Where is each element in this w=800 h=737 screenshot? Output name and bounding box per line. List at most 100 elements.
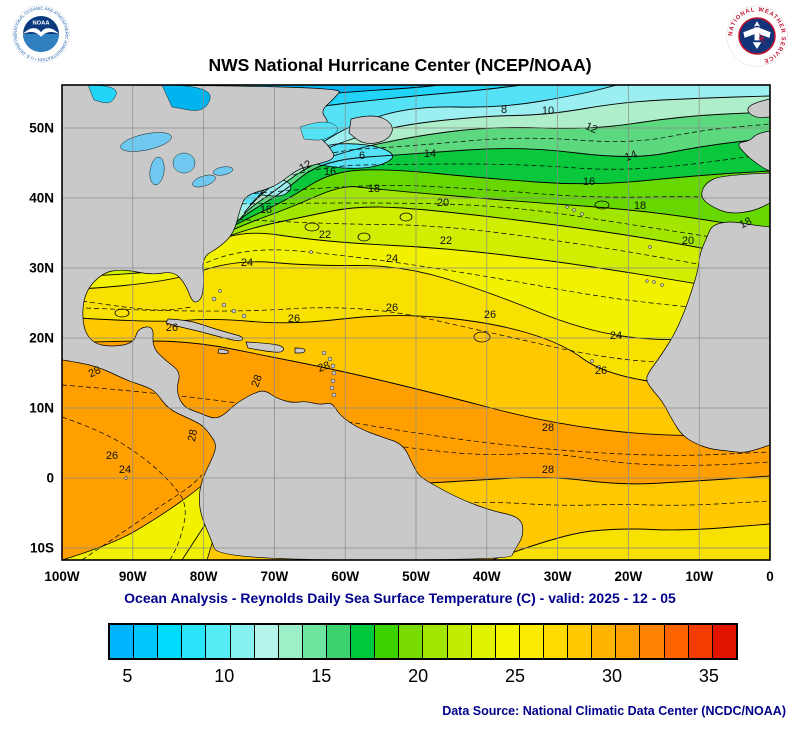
great-lake [149, 156, 165, 186]
contour-label: 24 [610, 330, 622, 342]
contour-value-labels: 6 8 10 12 12 14 14 16 16 18 18 18 18 20 20 22 22 24 24 24 24… [87, 104, 754, 476]
contour-label: 28 [186, 428, 200, 442]
colorbar-cell [640, 625, 665, 658]
contour-label: 22 [319, 229, 331, 241]
colorbar-tick-labels: 5 10 15 20 25 30 35 [108, 666, 738, 688]
colorbar-cell [230, 625, 255, 658]
plot-area: 50N 40N 30N 20N 10N 0 10S 100W 90W 80W 70W 60W 50W 40… [29, 84, 774, 584]
island [652, 280, 656, 284]
contour-label: 20 [437, 197, 449, 209]
contour-label: 28 [87, 364, 103, 380]
island [580, 212, 584, 216]
contour-label: 24 [241, 257, 253, 269]
lon-tick-label: 50W [402, 569, 430, 584]
colorbar-tick-label: 15 [311, 666, 332, 686]
island [330, 363, 336, 369]
island [329, 385, 335, 391]
contour-label: 16 [583, 176, 595, 188]
contour-label: 10 [542, 105, 554, 117]
contour-label: 14 [623, 148, 639, 163]
island [660, 283, 664, 287]
noaa-emblem-sea [23, 34, 59, 52]
contour-label: 18 [260, 204, 272, 216]
contour-label: 28 [249, 373, 264, 389]
landmass-iberia [701, 172, 770, 214]
island [330, 378, 336, 384]
contour-label: 28 [542, 422, 554, 434]
colorbar-tick-label: 35 [698, 666, 719, 686]
island [597, 365, 601, 369]
contour-label: 22 [440, 235, 452, 247]
map-caption: Ocean Analysis - Reynolds Daily Sea Surf… [124, 590, 676, 606]
nws-lightning-icon [758, 32, 767, 46]
contour-label: 26 [288, 313, 300, 325]
lat-tick-label: 30N [29, 261, 54, 276]
contour-label: 26 [166, 322, 178, 334]
lat-lon-grid [62, 85, 770, 560]
landmass-england [747, 98, 770, 118]
great-lake [172, 152, 196, 174]
colorbar-cell [568, 625, 593, 658]
contour-label: 26 [595, 365, 607, 377]
island [211, 296, 217, 302]
contour-label: 18 [368, 183, 380, 195]
contour-label: 24 [386, 253, 398, 265]
inland-water [299, 121, 338, 141]
colorbar-cell [543, 625, 569, 658]
colorbar-tick-label: 20 [408, 666, 429, 686]
lon-tick-label: 100W [44, 569, 80, 584]
colorbar-cell [471, 625, 496, 658]
lon-tick-label: 40W [473, 569, 501, 584]
nws-logo-icon: NATIONAL WEATHER SERVICE [726, 5, 788, 67]
contour-label: 18 [634, 200, 646, 212]
sst-analysis-map: 50N 40N 30N 20N 10N 0 10S 100W 90W 80W 70W 60W 50W 40… [29, 84, 774, 584]
colorbar-cell [616, 625, 641, 658]
contour-label: 8 [501, 104, 507, 116]
data-source-credit: Data Source: National Climatic Data Cent… [442, 704, 786, 718]
noaa-seagull-icon [23, 28, 59, 37]
land-masses [62, 85, 770, 560]
lat-tick-label: 40N [29, 191, 54, 206]
colorbar-tick-label: 25 [505, 666, 526, 686]
landmass-france [738, 130, 770, 172]
nws-bird-left-wing [743, 27, 755, 38]
colorbar-cell [182, 625, 207, 658]
lon-tick-label: 30W [544, 569, 572, 584]
nws-logo: NATIONAL WEATHER SERVICE [726, 5, 788, 72]
colorbar-tick-label: 5 [122, 666, 133, 686]
colorbar-cell [375, 625, 400, 658]
great-lake [120, 132, 172, 152]
colorbar-cell [688, 625, 713, 658]
island [231, 308, 237, 314]
colorbar-cell [134, 625, 159, 658]
lat-tick-label: 10N [29, 401, 54, 416]
colorbar-cell [592, 625, 617, 658]
inland-water [87, 85, 117, 104]
colorbar-cell [278, 625, 303, 658]
nws-bird-head [753, 21, 761, 27]
lon-tick-label: 90W [119, 569, 147, 584]
colorbar-tick-label: 30 [601, 666, 623, 686]
colorbar-cell [206, 625, 231, 658]
contour-label: 14 [424, 148, 436, 160]
colorbar-cell [351, 625, 376, 658]
colorbar-cell [158, 625, 183, 658]
nws-bird-right-wing [759, 27, 771, 38]
island [565, 205, 569, 209]
colorbar-cell [712, 625, 736, 658]
colorbar-cell [519, 625, 544, 658]
contour-label: 6 [359, 150, 365, 162]
landmass-nfld [348, 115, 393, 144]
colorbar-cell [326, 625, 352, 658]
contour-label: 26 [386, 302, 398, 314]
colorbar-cell [254, 625, 279, 658]
island [309, 250, 313, 254]
lat-tick-label: 0 [46, 471, 54, 486]
contour-label: 24 [119, 464, 131, 476]
landmass-africa [646, 221, 770, 453]
island [331, 392, 337, 398]
lat-tick-label: 50N [29, 121, 54, 136]
island [327, 356, 333, 362]
lon-tick-label: 20W [615, 569, 643, 584]
